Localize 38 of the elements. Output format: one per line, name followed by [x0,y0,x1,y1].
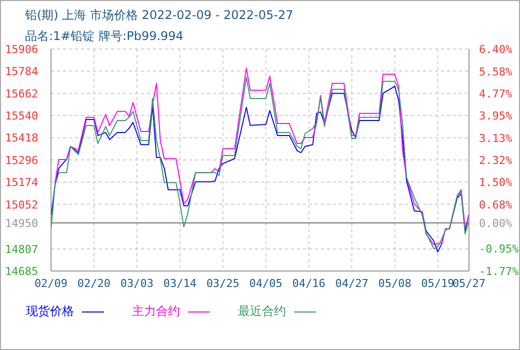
y2-tick-label: 0.68% [479,198,512,212]
y2-tick-label: -0.95% [479,242,520,256]
x-tick-label: 04/16 [292,276,326,290]
y2-tick-label: 4.77% [479,87,512,100]
y-tick-label: 15540 [5,110,38,123]
legend-label: 最近合约 [238,303,286,320]
x-tick-label: 03/25 [206,276,240,290]
y2-tick-label: 0.00% [479,216,512,230]
legend-label: 现货价格 [26,303,74,320]
x-tick-label: 05/08 [378,276,412,290]
y2-tick-label: 6.40% [479,43,512,56]
x-tick-label: 04/27 [335,276,368,290]
y2-tick-label: 1.50% [479,176,512,190]
chart-title: 铅(期) 上海 市场价格 2022-02-09 - 2022-05-27 [25,7,294,24]
y-tick-label: 15296 [5,154,38,167]
y2-tick-label: 3.13% [479,132,512,145]
y2-tick-label: -1.77% [479,265,520,278]
x-tick-label: 02/20 [77,276,111,290]
y2-tick-label: 3.95% [479,110,512,123]
y-tick-label: 15906 [5,43,38,56]
y-tick-label: 15662 [5,87,38,100]
y-tick-label: 15784 [5,65,38,78]
y-tick-label: 14807 [5,242,38,256]
y2-tick-label: 2.32% [479,154,512,167]
x-tick-label: 05/27 [452,276,486,290]
y-tick-label: 14685 [5,265,38,278]
legend-label: 主力合约 [132,303,180,320]
chart-subtitle: 品名:1#铅锭 牌号:Pb99.994 [25,28,184,44]
x-tick-label: 04/05 [249,276,282,290]
x-tick-label: 03/14 [163,276,197,290]
y-tick-label: 15174 [5,176,38,190]
x-tick-label: 05/19 [421,276,454,290]
y-tick-label: 15418 [5,132,38,145]
x-tick-label: 02/09 [34,276,68,290]
y-tick-label: 15052 [5,198,38,212]
y-tick-label: 14950 [5,216,38,230]
x-tick-label: 03/03 [120,276,154,290]
y2-tick-label: 5.58% [479,65,512,78]
